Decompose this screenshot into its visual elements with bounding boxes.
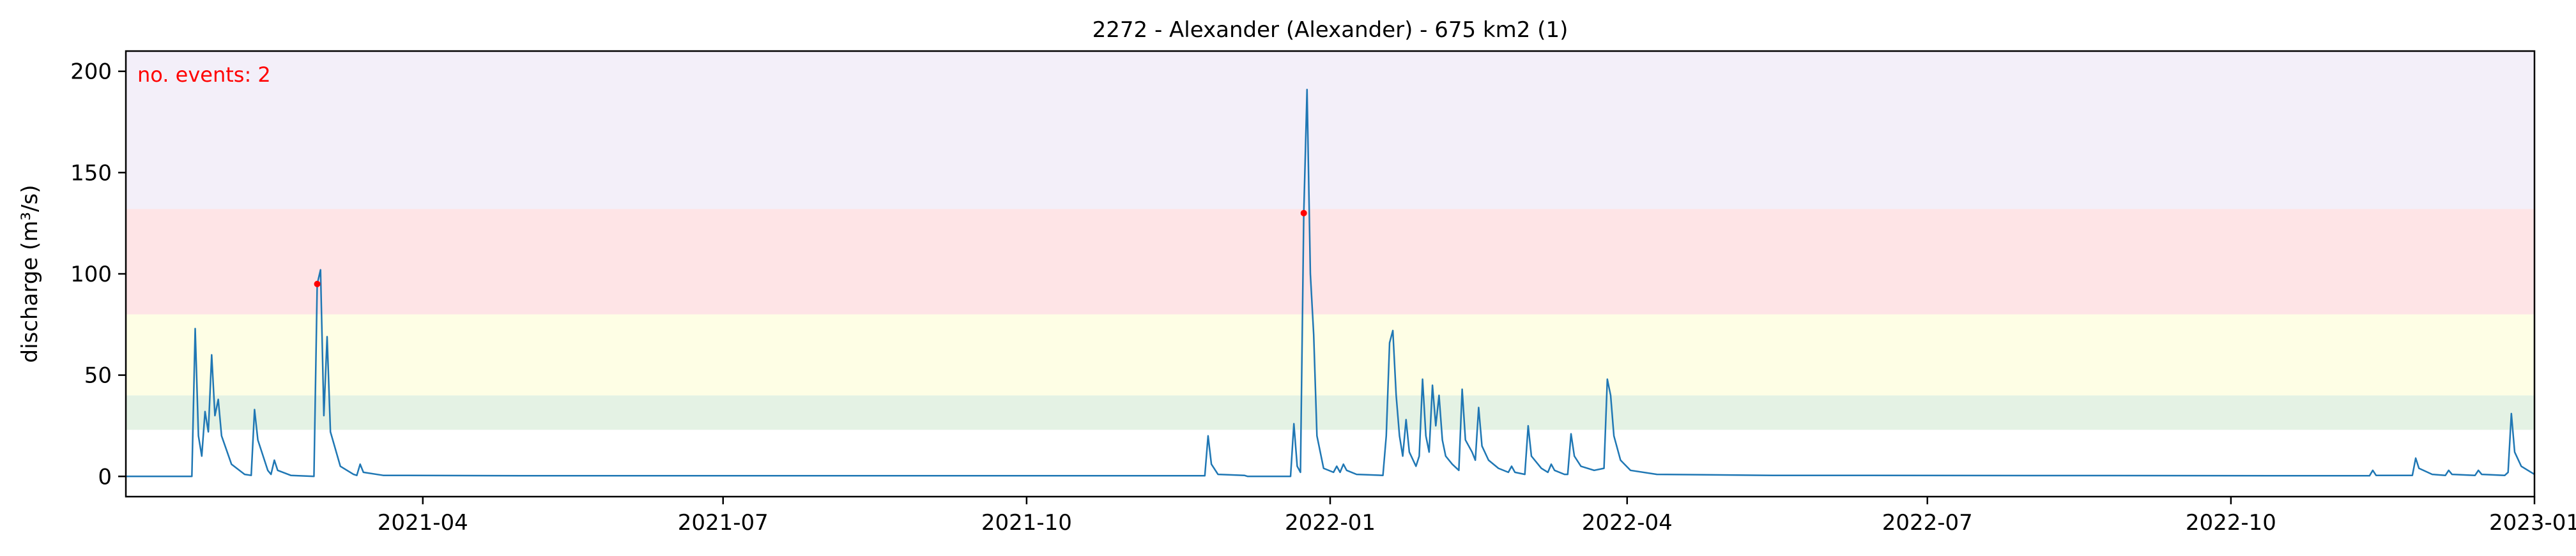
x-tick-label: 2021-07: [678, 510, 769, 536]
x-tick-label: 2021-04: [378, 510, 468, 536]
x-tick-label: 2022-10: [2186, 510, 2276, 536]
event-markers: [314, 209, 1307, 287]
series-layer: [126, 89, 2535, 477]
chart-title: 2272 - Alexander (Alexander) - 675 km2 (…: [1092, 17, 1568, 43]
y-tick-label: 200: [70, 59, 112, 85]
y-axis-ticks: 0 50 100 150 200: [70, 59, 126, 490]
x-tick-label: 2022-01: [1285, 510, 1376, 536]
event-marker-2: [1300, 209, 1307, 216]
threshold-band-1: [126, 314, 2534, 396]
threshold-band-0: [126, 395, 2534, 430]
y-tick-label: 150: [70, 160, 112, 186]
y-axis-label: discharge (m³/s): [17, 185, 43, 363]
x-tick-label: 2021-10: [981, 510, 1072, 536]
x-axis-ticks: 2021-04 2021-07 2021-10 2022-01 2022-04 2022-…: [378, 497, 2576, 536]
x-tick-label: 2022-07: [1882, 510, 1973, 536]
discharge-series-line: [126, 89, 2535, 477]
event-marker-1: [314, 280, 321, 287]
x-tick-label: 2022-04: [1582, 510, 1673, 536]
threshold-band-2: [126, 209, 2534, 315]
events-count-annotation: no. events: 2: [137, 63, 271, 87]
y-tick-label: 100: [70, 262, 112, 287]
y-tick-label: 0: [98, 464, 112, 490]
threshold-band-3: [126, 51, 2534, 209]
x-tick-label: 2023-01: [2489, 510, 2576, 536]
y-tick-label: 50: [84, 363, 112, 389]
threshold-bands: [126, 51, 2534, 430]
